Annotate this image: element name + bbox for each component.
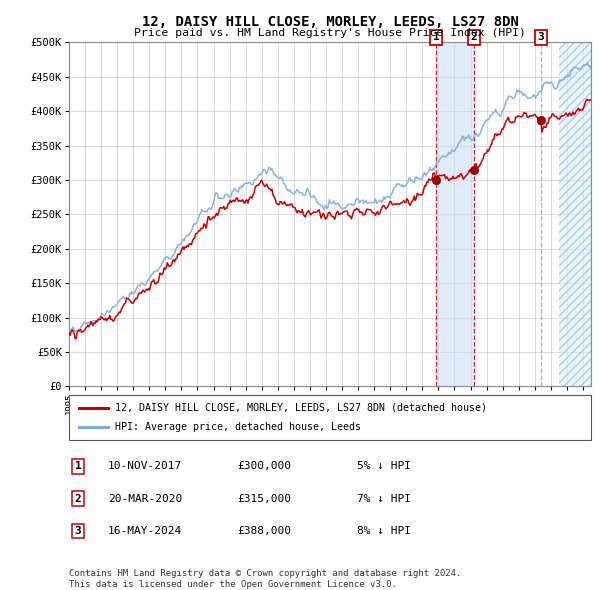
Text: 2: 2 xyxy=(470,32,478,42)
Text: Price paid vs. HM Land Registry's House Price Index (HPI): Price paid vs. HM Land Registry's House … xyxy=(134,28,526,38)
Text: £388,000: £388,000 xyxy=(237,526,291,536)
Text: 1: 1 xyxy=(433,32,440,42)
Text: £315,000: £315,000 xyxy=(237,494,291,503)
FancyBboxPatch shape xyxy=(69,395,591,440)
Text: 8% ↓ HPI: 8% ↓ HPI xyxy=(357,526,411,536)
Text: 12, DAISY HILL CLOSE, MORLEY, LEEDS, LS27 8DN (detached house): 12, DAISY HILL CLOSE, MORLEY, LEEDS, LS2… xyxy=(115,403,487,412)
Text: 20-MAR-2020: 20-MAR-2020 xyxy=(108,494,182,503)
Text: 3: 3 xyxy=(538,32,544,42)
Text: 1: 1 xyxy=(74,461,82,471)
Text: £300,000: £300,000 xyxy=(237,461,291,471)
Text: 3: 3 xyxy=(74,526,82,536)
Text: 5% ↓ HPI: 5% ↓ HPI xyxy=(357,461,411,471)
Bar xyxy=(559,42,591,386)
Text: 12, DAISY HILL CLOSE, MORLEY, LEEDS, LS27 8DN: 12, DAISY HILL CLOSE, MORLEY, LEEDS, LS2… xyxy=(142,15,518,29)
Text: 7% ↓ HPI: 7% ↓ HPI xyxy=(357,494,411,503)
Bar xyxy=(559,42,591,386)
Text: HPI: Average price, detached house, Leeds: HPI: Average price, detached house, Leed… xyxy=(115,422,361,432)
Text: Contains HM Land Registry data © Crown copyright and database right 2024.
This d: Contains HM Land Registry data © Crown c… xyxy=(69,569,461,589)
Text: 16-MAY-2024: 16-MAY-2024 xyxy=(108,526,182,536)
Text: 2: 2 xyxy=(74,494,82,503)
Bar xyxy=(436,42,474,386)
Text: 10-NOV-2017: 10-NOV-2017 xyxy=(108,461,182,471)
